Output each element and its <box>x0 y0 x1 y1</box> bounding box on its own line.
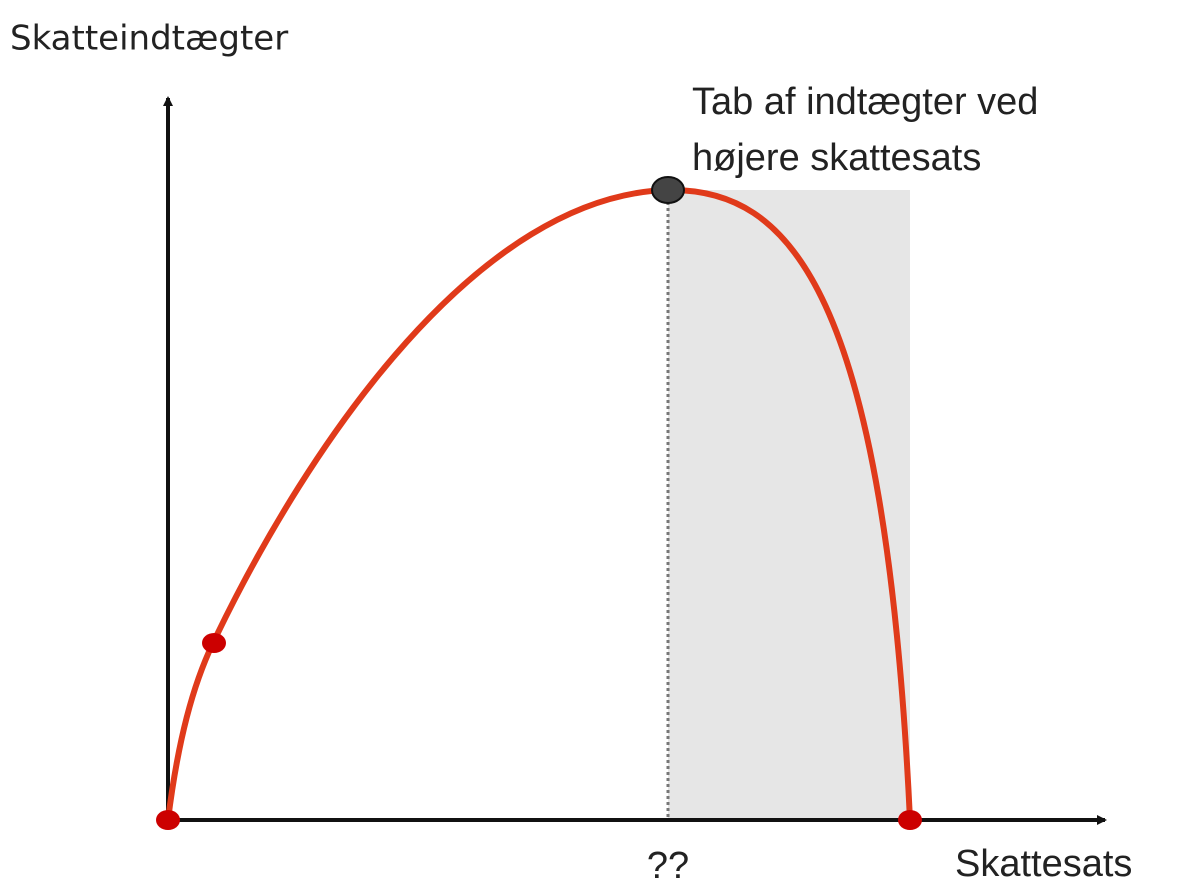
laffer-curve <box>165 186 913 821</box>
point <box>898 810 922 830</box>
loss-region <box>668 190 910 820</box>
y-axis-label: Skatteindtægter <box>10 19 288 59</box>
x-axis-label: Skattesats <box>955 843 1132 885</box>
peak-point <box>651 176 685 204</box>
point <box>156 810 180 830</box>
point <box>202 633 226 653</box>
peak-label: ?? <box>647 845 689 887</box>
annotation-line: Tab af indtægter ved <box>692 81 1038 123</box>
annotation-line: højere skattesats <box>692 137 981 179</box>
